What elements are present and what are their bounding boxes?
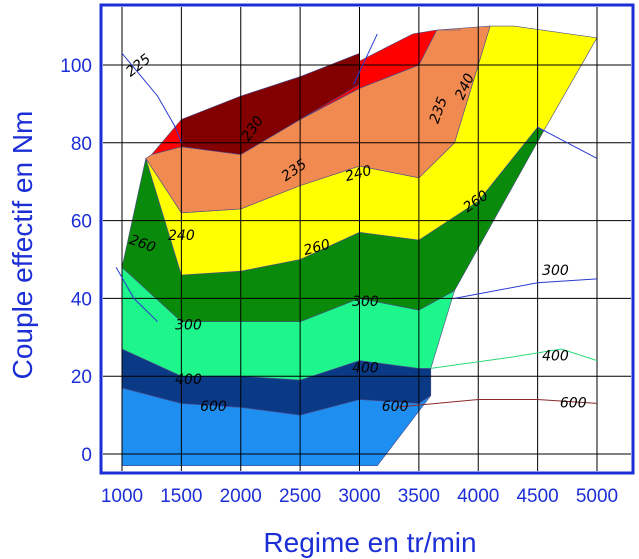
contour-label-600-17: 600 bbox=[382, 399, 409, 415]
y-tick-label-40: 40 bbox=[71, 289, 92, 310]
x-tick-label-4000: 4000 bbox=[457, 486, 499, 507]
x-tick-labels: 1000 1500 2000 2500 3000 3500 4000 4500 5000 bbox=[101, 486, 618, 507]
contour-label-600-16: 600 bbox=[200, 399, 227, 415]
contour-label-240-5: 240 bbox=[343, 163, 373, 185]
contour-line-6 bbox=[353, 33, 378, 85]
x-tick-label-3000: 3000 bbox=[338, 486, 380, 507]
x-axis-title: Regime en tr/min bbox=[263, 527, 476, 558]
contour-bands bbox=[121, 25, 598, 467]
x-tick-label-2500: 2500 bbox=[279, 486, 321, 507]
contour-line-2 bbox=[115, 267, 158, 323]
contour-label-300-12: 300 bbox=[542, 263, 569, 279]
x-tick-label-4500: 4500 bbox=[516, 486, 558, 507]
contour-label-300-10: 300 bbox=[175, 318, 202, 334]
contour-label-600-18: 600 bbox=[560, 395, 587, 411]
contour-line-1 bbox=[537, 126, 598, 159]
contour-extension-lines bbox=[115, 33, 598, 408]
y-tick-label-80: 80 bbox=[71, 134, 92, 155]
x-tick-label-1500: 1500 bbox=[160, 486, 202, 507]
grid-lines bbox=[103, 7, 631, 471]
x-tick-label-3500: 3500 bbox=[398, 486, 440, 507]
contour-label-300-11: 300 bbox=[352, 294, 379, 310]
y-tick-label-20: 20 bbox=[71, 367, 92, 388]
contour-label-400-15: 400 bbox=[542, 349, 569, 365]
contour-label-240-6: 240 bbox=[168, 228, 195, 244]
y-tick-label-100: 100 bbox=[60, 56, 92, 77]
contour-line-3 bbox=[454, 278, 598, 299]
contour-label-260-8: 260 bbox=[302, 237, 332, 259]
y-tick-label-60: 60 bbox=[71, 212, 92, 233]
contour-label-400-14: 400 bbox=[352, 360, 379, 376]
x-tick-label-5000: 5000 bbox=[576, 486, 618, 507]
x-tick-label-2000: 2000 bbox=[220, 486, 262, 507]
y-tick-label-0: 0 bbox=[81, 445, 92, 466]
x-tick-label-1000: 1000 bbox=[101, 486, 143, 507]
contour-line-5 bbox=[395, 399, 598, 408]
contour-line-0 bbox=[121, 52, 182, 143]
contour-line-4 bbox=[430, 348, 598, 369]
contour-label-400-13: 400 bbox=[175, 372, 202, 388]
y-axis-title: Couple effectif en Nm bbox=[7, 111, 38, 380]
y-tick-labels: 0 20 40 60 80 100 bbox=[60, 56, 92, 466]
